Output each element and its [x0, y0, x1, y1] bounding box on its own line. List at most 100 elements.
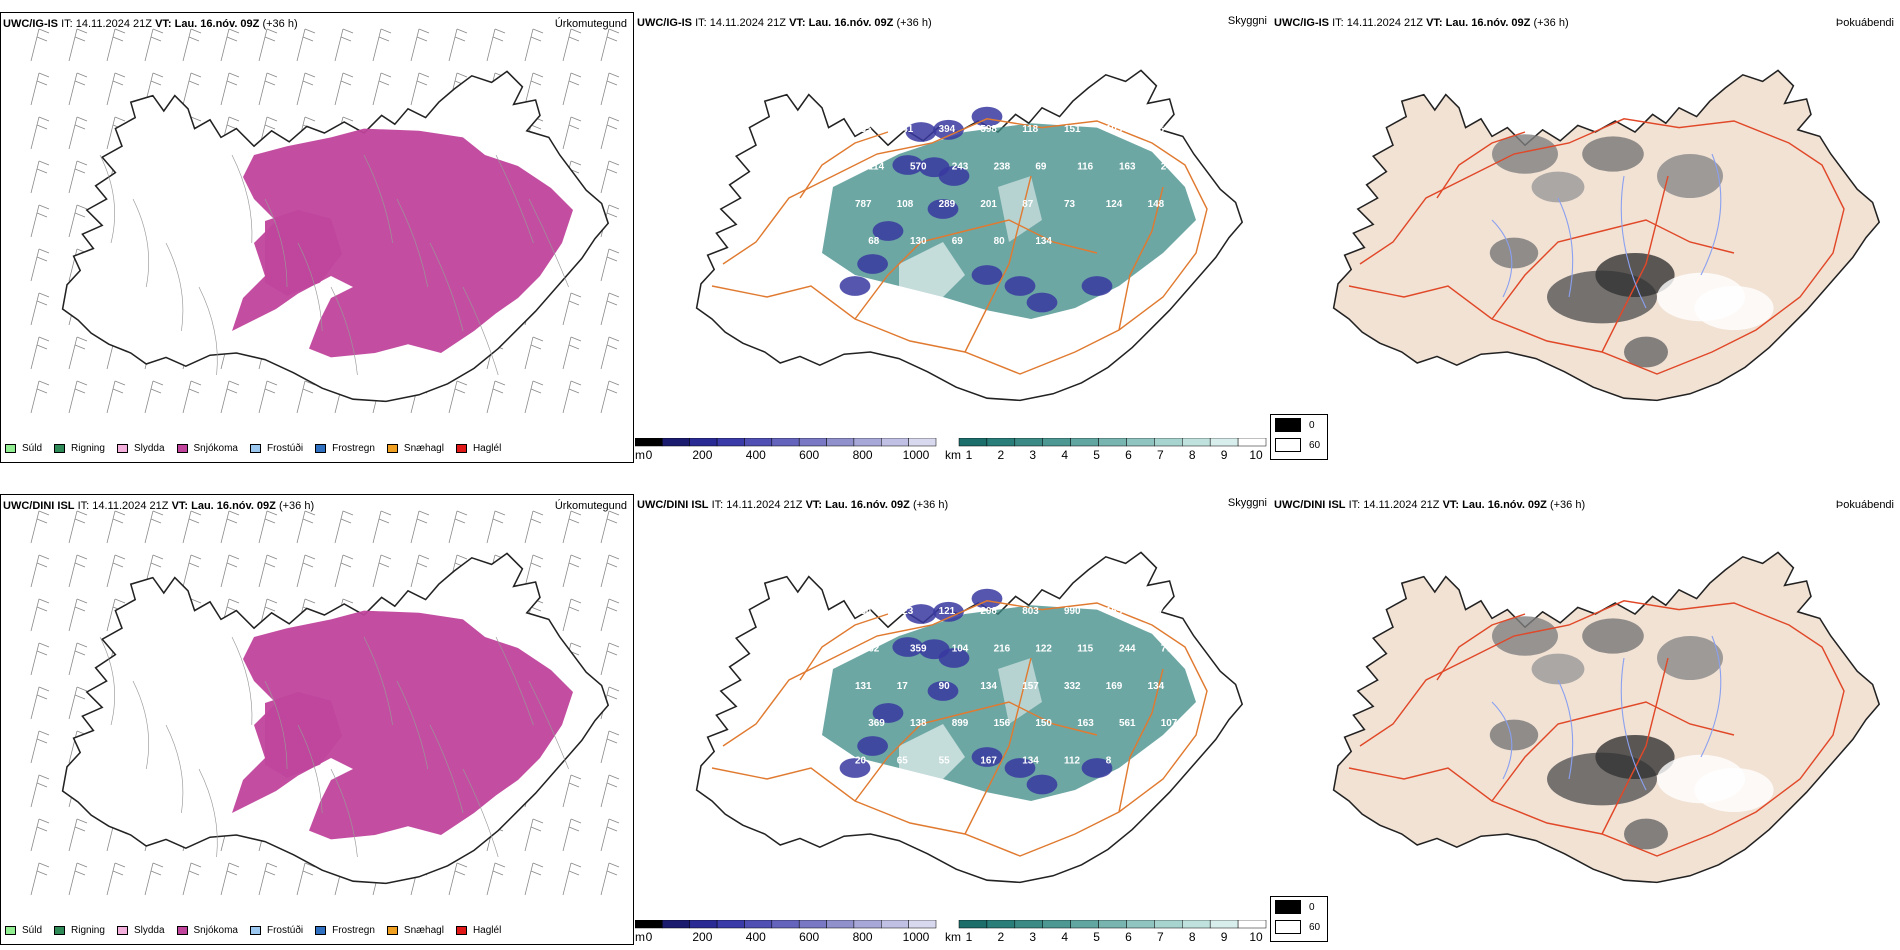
colorbar-swatch — [1182, 919, 1211, 929]
fog-panel-row2: UWC/DINI ISL IT: 14.11.2024 21Z VT: Lau.… — [1272, 494, 1900, 945]
legend-item: Slydda — [116, 443, 165, 454]
legend-swatch — [315, 926, 327, 935]
fog-shading — [1489, 134, 1774, 368]
colorbar-tick: 10 — [1249, 930, 1263, 944]
legend-item: Snæhagl — [386, 925, 444, 936]
fog-mask-legend-row2: 0 60 — [1270, 896, 1328, 942]
colorbar-tick: 1 — [966, 448, 973, 462]
colorbar-swatch — [689, 437, 718, 447]
legend-item: Haglél — [455, 443, 502, 454]
cloud-base-value: 134 — [1035, 236, 1052, 247]
cloud-base-value: 235 — [855, 124, 872, 135]
colorbar-swatch — [1042, 437, 1071, 447]
legend-swatch — [54, 926, 66, 935]
mask-legend-item: 60 — [1271, 435, 1327, 455]
low-cloud-base-spots — [839, 106, 1113, 313]
legend-label: Snæhagl — [403, 443, 444, 454]
cloud-base-value: 65 — [897, 756, 909, 767]
colorbar-svg: m 0 200 400 600 800 1000 — [634, 919, 937, 944]
colorbar-swatch — [1209, 437, 1239, 447]
legend-label: Snjókoma — [193, 443, 238, 454]
cloud-base-value: 216 — [994, 643, 1011, 654]
cloud-base-value: 107 — [1161, 718, 1178, 729]
cloud-base-value: 80 — [994, 236, 1006, 247]
cloud-base-value: 103 — [1106, 124, 1123, 135]
cloud-base-value: 570 — [910, 161, 927, 172]
colorbar-swatch — [771, 919, 800, 929]
cloud-base-value: 150 — [1035, 718, 1052, 729]
cloud-base-value: 561 — [1119, 718, 1136, 729]
cloud-base-value: 55 — [939, 756, 951, 767]
colorbar-swatch — [1098, 437, 1127, 447]
cloud-base-value: 244 — [1119, 643, 1136, 654]
legend-item: Súld — [5, 443, 42, 454]
rivers — [1491, 635, 1722, 791]
colorbar-tick: 600 — [799, 930, 819, 944]
cloud-base-value: 115 — [1077, 643, 1093, 654]
legend-swatch — [386, 926, 398, 935]
legend-label: Slydda — [133, 925, 165, 936]
colorbar-tick: 7 — [1157, 448, 1164, 462]
colorbar-swatch — [908, 437, 937, 447]
colorbar-swatch — [798, 919, 827, 929]
legend-swatch — [54, 444, 66, 453]
cloud-base-value: 163 — [1077, 718, 1094, 729]
cloud-base-value: 289 — [939, 199, 956, 210]
cloud-base-value: 803 — [1022, 606, 1039, 617]
legend-label: Haglél — [472, 443, 502, 454]
cloud-base-value: 165 — [1106, 606, 1123, 617]
mask-legend-label: 0 — [1309, 901, 1315, 913]
fog-map-row2 — [1332, 551, 1881, 884]
legend-item: Frostregn — [315, 443, 375, 454]
precip-type-legend: Súld Rigning Slydda Snjókoma Frostúði Frostre… — [5, 925, 513, 936]
cloud-base-value: 141 — [897, 124, 914, 135]
colorbar-swatch — [689, 919, 718, 929]
colorbar-swatch — [798, 437, 827, 447]
cloud-base-value: 108 — [897, 199, 914, 210]
road-network — [711, 118, 1208, 375]
legend-item: Frostúði — [249, 443, 303, 454]
cloud-base-value: 394 — [939, 124, 956, 135]
road-network — [1348, 118, 1845, 375]
panel-title: Þokuábendi — [1835, 17, 1894, 29]
colorbar-tick: 1 — [966, 930, 973, 944]
legend-item: Frostregn — [315, 925, 375, 936]
legend-item: Haglél — [455, 925, 501, 936]
colorbar-swatch — [1014, 919, 1043, 929]
cloud-base-value: 201 — [980, 199, 997, 210]
cloud-base-value: 52 — [868, 793, 880, 804]
colorbar-tick: 9 — [1221, 448, 1228, 462]
road-network — [1348, 600, 1845, 857]
fog-map-row1 — [1332, 69, 1881, 402]
cloud-base-value: 899 — [952, 718, 969, 729]
colorbar-swatch — [908, 919, 937, 929]
iceland-outline — [1332, 551, 1881, 884]
cloud-base-value: 73 — [1064, 199, 1076, 210]
cloud-base-labels: 234 123 121 206 803 990 165 117 62 359 104 216 122 11… — [855, 606, 1178, 804]
colorbar-swatch — [1237, 437, 1267, 447]
colorbar-swatch — [1154, 919, 1183, 929]
panel-header: UWC/IG-IS IT: 14.11.2024 21Z VT: Lau. 16… — [637, 17, 932, 29]
legend-swatch — [249, 926, 261, 935]
panel-title: Skyggni — [1227, 497, 1267, 509]
cloud-base-value: 131 — [855, 681, 872, 692]
precip-type-panel-row2: UWC/DINI ISL IT: 14.11.2024 21Z VT: Lau.… — [0, 494, 634, 945]
legend-swatch — [176, 444, 188, 453]
colorbar-unit: m — [635, 930, 645, 944]
colorbar-tick: 400 — [746, 448, 766, 462]
cloud-map-row1: 235 141 394 598 118 151 103 986 114 570 243 238 69 11… — [695, 69, 1244, 402]
cloud-base-value: 167 — [980, 756, 997, 767]
cloud-panel-row1: 235 141 394 598 118 151 103 986 114 570 243 238 69 11… — [635, 12, 1271, 463]
cloud-base-value: 359 — [910, 643, 927, 654]
cloud-base-value: 990 — [1064, 606, 1081, 617]
cloud-base-value: 134 — [980, 681, 997, 692]
colorbar-swatch — [662, 919, 690, 929]
cloud-base-value: 163 — [1119, 161, 1136, 172]
cloud-base-value: 787 — [855, 199, 872, 210]
colorbar-swatch — [634, 919, 663, 929]
colorbar-swatch — [1070, 919, 1099, 929]
legend-item: Rigning — [54, 925, 105, 936]
cloud-base-labels: 235 141 394 598 118 151 103 986 114 570 243 238 69 11… — [855, 124, 1178, 247]
legend-swatch — [386, 444, 398, 453]
cloud-base-value: 62 — [868, 643, 880, 654]
